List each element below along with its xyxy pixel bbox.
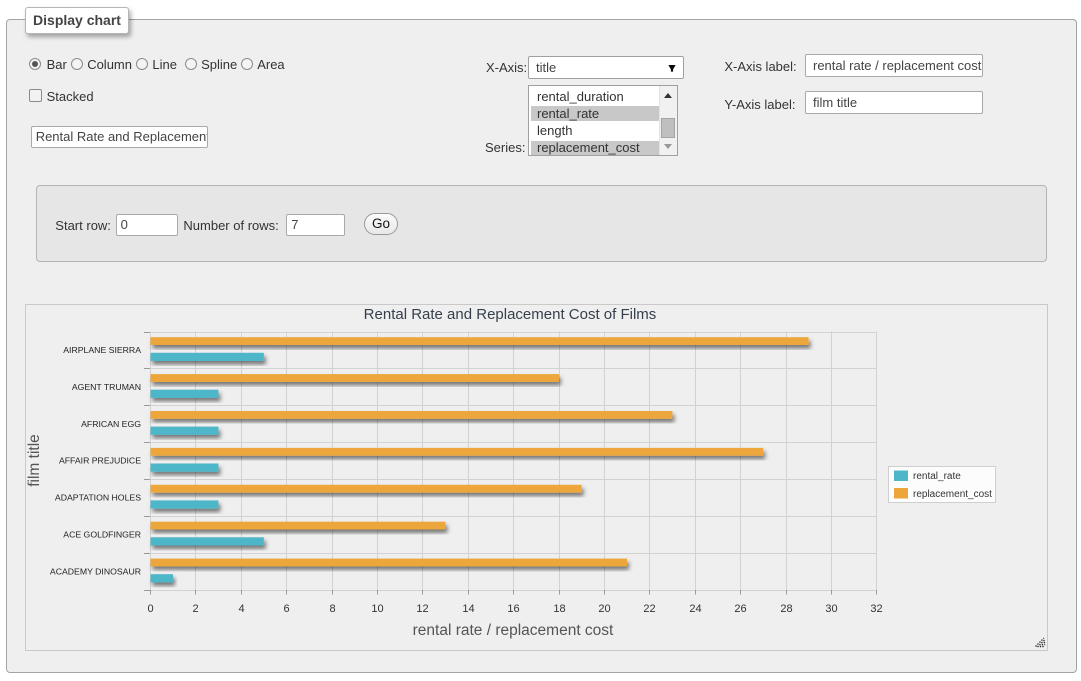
svg-text:Rental Rate and Replacement Co: Rental Rate and Replacement Cost of Film… (364, 306, 657, 323)
svg-text:rental rate / replacement cost: rental rate / replacement cost (413, 622, 614, 639)
svg-text:replacement_cost: replacement_cost (913, 489, 992, 500)
svg-text:0: 0 (147, 603, 153, 615)
svg-text:20: 20 (598, 603, 610, 615)
svg-text:AGENT TRUMAN: AGENT TRUMAN (72, 382, 141, 392)
svg-text:18: 18 (553, 603, 565, 615)
svg-text:32: 32 (870, 603, 882, 615)
svg-text:24: 24 (689, 603, 701, 615)
svg-text:2: 2 (192, 603, 198, 615)
svg-text:AFFAIR PREJUDICE: AFFAIR PREJUDICE (59, 456, 141, 466)
svg-text:30: 30 (825, 603, 837, 615)
svg-text:4: 4 (238, 603, 244, 615)
svg-text:12: 12 (416, 603, 428, 615)
svg-text:8: 8 (329, 603, 335, 615)
svg-text:6: 6 (283, 603, 289, 615)
svg-text:28: 28 (780, 603, 792, 615)
svg-text:AIRPLANE SIERRA: AIRPLANE SIERRA (63, 345, 141, 355)
svg-text:ACE GOLDFINGER: ACE GOLDFINGER (63, 529, 141, 539)
svg-text:16: 16 (507, 603, 519, 615)
svg-text:14: 14 (462, 603, 474, 615)
svg-text:ADAPTATION HOLES: ADAPTATION HOLES (55, 493, 141, 503)
svg-text:26: 26 (734, 603, 746, 615)
svg-text:rental_rate: rental_rate (913, 471, 961, 482)
svg-text:10: 10 (371, 603, 383, 615)
svg-text:AFRICAN EGG: AFRICAN EGG (81, 419, 141, 429)
svg-text:ACADEMY DINOSAUR: ACADEMY DINOSAUR (50, 566, 141, 576)
svg-text:22: 22 (643, 603, 655, 615)
svg-text:film title: film title (26, 434, 43, 487)
